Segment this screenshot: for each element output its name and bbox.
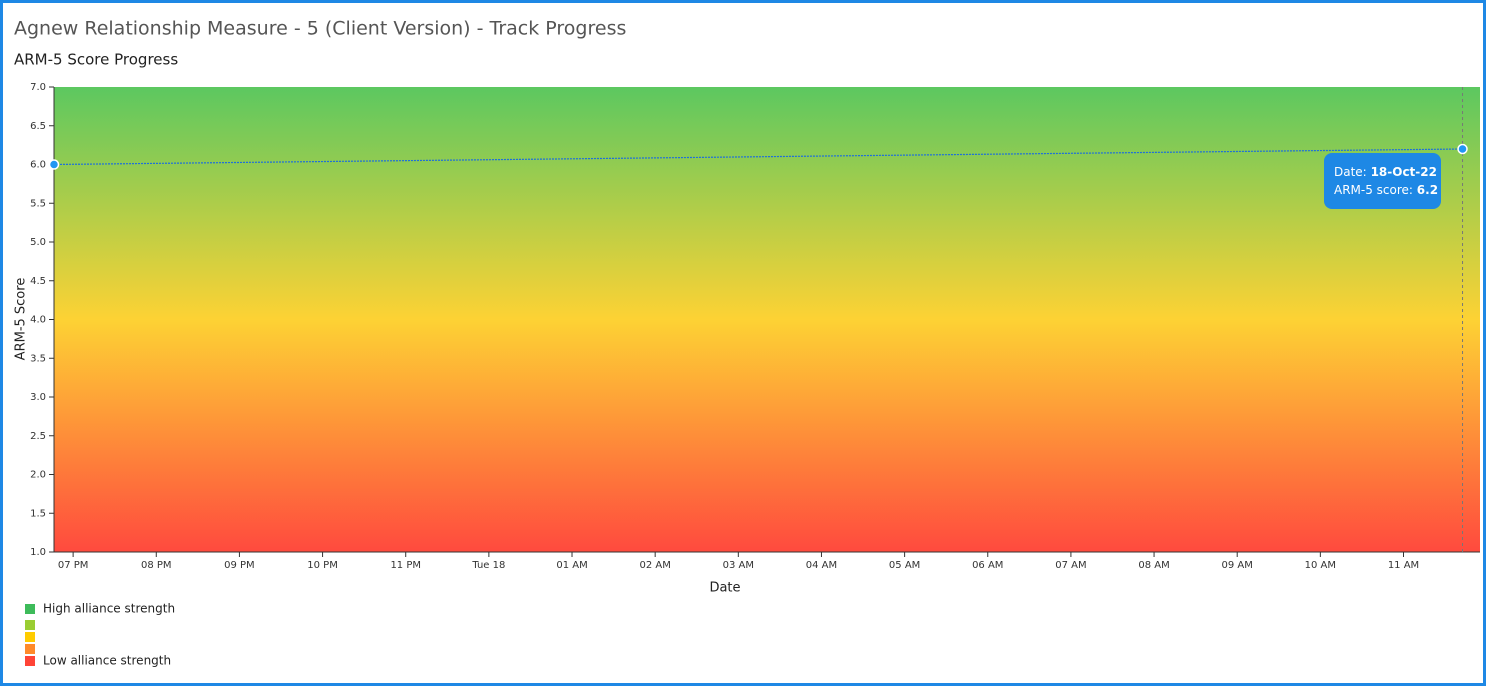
x-tick-label: 04 AM	[806, 560, 837, 571]
point	[48, 159, 60, 170]
tooltip-box	[1324, 153, 1441, 209]
y-tick-label: 4.5	[30, 276, 46, 287]
x-tick-label: 01 AM	[556, 560, 587, 571]
tooltip-date-value: 18-Oct-22	[1371, 165, 1437, 179]
y-tick-label: 5.5	[30, 198, 46, 209]
y-tick-label: 3.0	[30, 392, 46, 403]
x-tick-label: 08 PM	[141, 560, 172, 571]
y-tick-label: 2.0	[30, 470, 46, 481]
x-tick-label: 05 AM	[889, 560, 920, 571]
x-tick-label: 10 PM	[307, 560, 338, 571]
x-tick-label: 11 AM	[1388, 560, 1419, 571]
plot-background	[54, 87, 1480, 552]
y-tick-label: 2.5	[30, 431, 46, 442]
line	[53, 148, 1463, 166]
tooltip-date: Date: 18-Oct-22	[1334, 165, 1437, 179]
x-tick-label: 10 AM	[1305, 560, 1336, 571]
x-tick-label: 08 AM	[1138, 560, 1169, 571]
page-title: Agnew Relationship Measure - 5 (Client V…	[14, 18, 626, 40]
point	[1457, 143, 1468, 155]
y-tick-label: 7.0	[30, 82, 46, 93]
tooltip-score-value: 6.2	[1417, 183, 1438, 197]
chart: 1.0 1.5 2.0 2.5 3.0 3.5 4.0 4.5 5.0 5.5 6.0 6.5 7.0 0…	[30, 82, 1480, 571]
tooltip-date-label: Date:	[1334, 165, 1367, 179]
x-tick-label: 02 AM	[639, 560, 670, 571]
legend-swatch	[25, 644, 35, 654]
y-tick-label: 1.5	[30, 508, 46, 519]
legend-swatch	[25, 656, 35, 666]
x-tick-label: 06 AM	[972, 560, 1003, 571]
y-tick-label: 6.5	[30, 121, 46, 132]
y-tick-label: 3.5	[30, 353, 46, 364]
legend-label: Low alliance strength	[43, 654, 171, 668]
x-tick-label: 07 AM	[1055, 560, 1086, 571]
tooltip: Date: 18-Oct-22 ARM-5 score: 6.2	[1324, 153, 1441, 209]
legend-label: High alliance strength	[43, 602, 175, 616]
y-tick-label: 5.0	[30, 237, 46, 248]
x-tick-label: 09 PM	[224, 560, 255, 571]
x-tick-label: 09 AM	[1222, 560, 1253, 571]
y-tick-label: 4.0	[30, 315, 46, 326]
y-tick-label: 6.0	[30, 160, 46, 171]
y-axis-title: ARM-5 Score	[14, 278, 29, 361]
legend-swatch	[25, 604, 35, 614]
legend-swatch	[25, 632, 35, 642]
x-axis-title: Date	[709, 581, 740, 596]
legend-swatch	[25, 620, 35, 630]
x-tick-label: 07 PM	[58, 560, 89, 571]
chart-title: ARM-5 Score Progress	[14, 51, 178, 69]
x-tick-label: Tue 18	[471, 560, 505, 571]
tooltip-score-label: ARM-5 score:	[1334, 183, 1413, 197]
x-tick-label: 11 PM	[390, 560, 421, 571]
tooltip-score: ARM-5 score: 6.2	[1334, 183, 1438, 197]
y-tick-label: 1.0	[30, 547, 46, 558]
legend: High alliance strength Low alliance stren…	[25, 602, 175, 668]
x-tick-label: 03 AM	[723, 560, 754, 571]
